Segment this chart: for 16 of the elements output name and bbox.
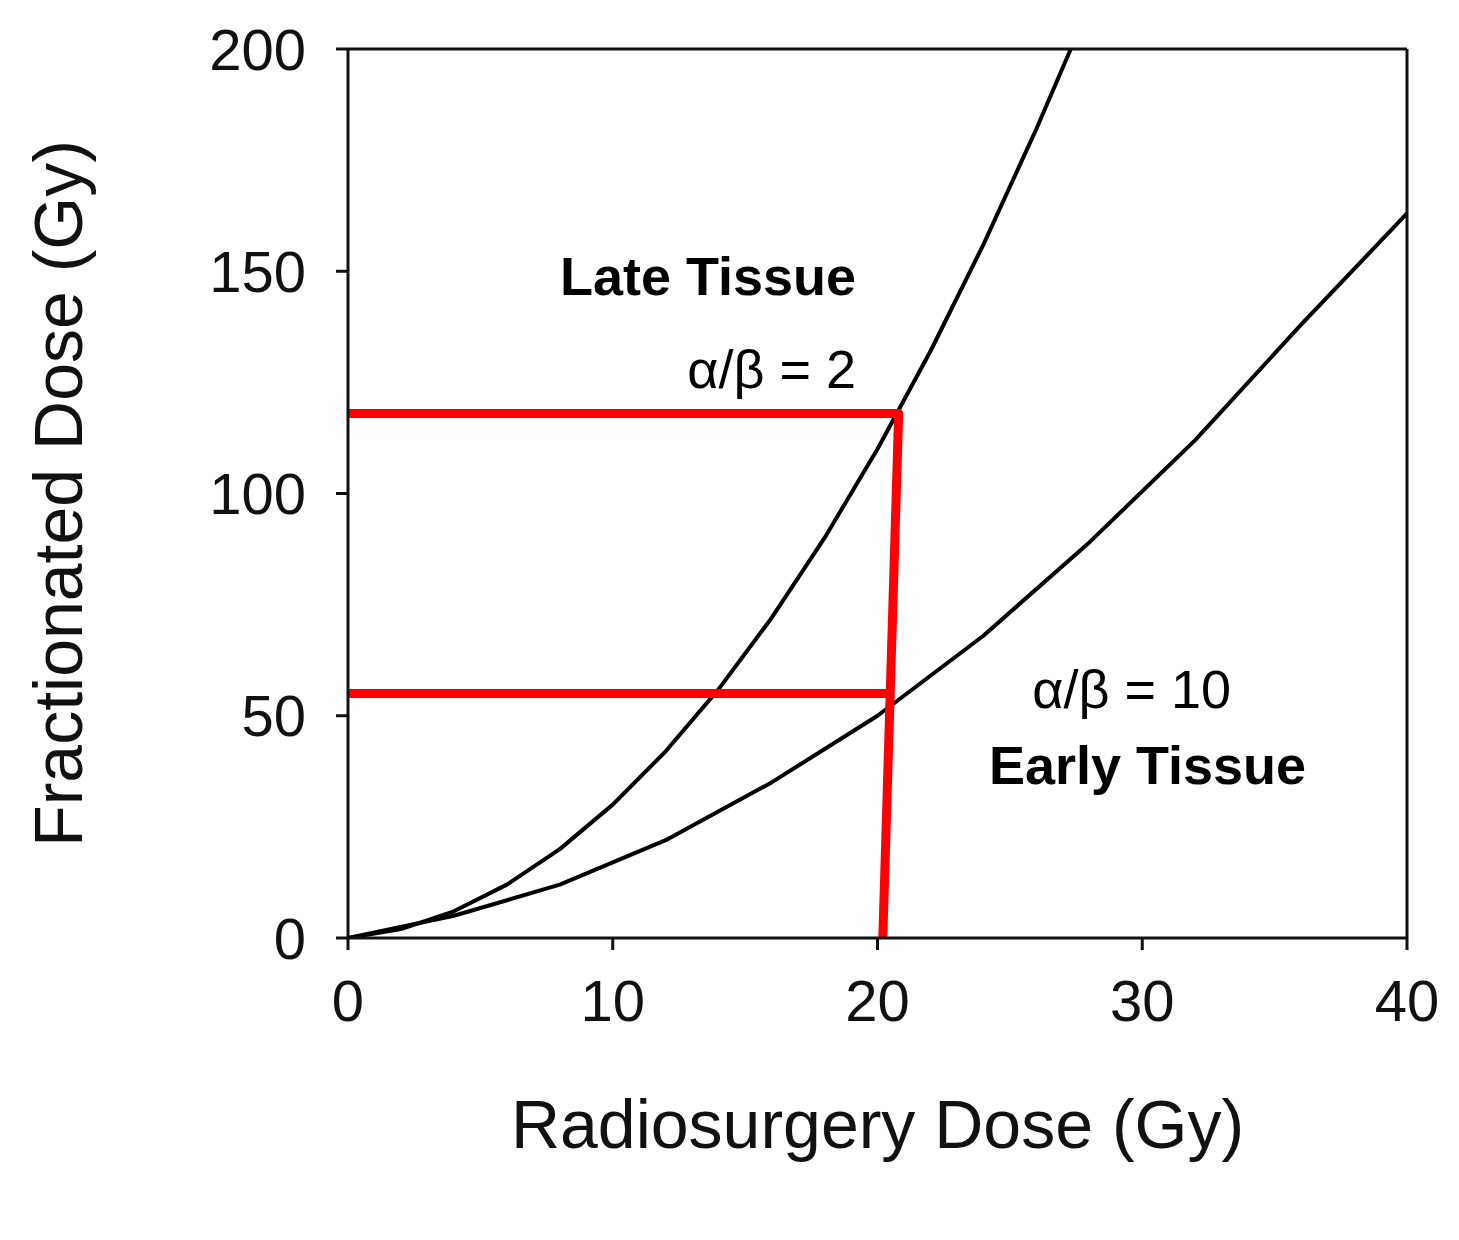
x-tick-label: 30: [1109, 968, 1175, 1034]
annotation: α/β = 2: [687, 338, 857, 401]
y-tick-label: 150: [209, 238, 306, 304]
annotation: Late Tissue: [559, 244, 857, 307]
x-tick-label: 20: [845, 968, 910, 1034]
x-tick-label: 40: [1374, 968, 1440, 1034]
x-axis-title: Radiosurgery Dose (Gy): [510, 1086, 1245, 1162]
y-tick-label: 200: [209, 16, 306, 82]
y-tick-label: 100: [209, 461, 306, 527]
annotation: Early Tissue: [988, 733, 1307, 796]
y-tick-label: 0: [273, 905, 306, 971]
x-tick-label: 10: [580, 968, 646, 1034]
x-tick-label: 0: [331, 968, 365, 1034]
y-tick-label: 50: [241, 683, 306, 749]
y-axis-title: Fractionated Dose (Gy): [20, 140, 97, 847]
annotation: α/β = 10: [1032, 658, 1232, 721]
